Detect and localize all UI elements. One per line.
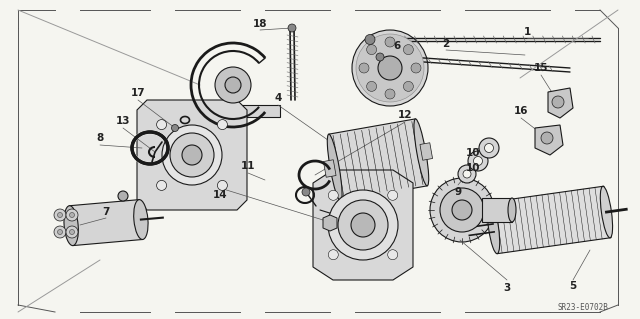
Circle shape bbox=[66, 209, 78, 221]
Circle shape bbox=[215, 67, 251, 103]
Text: 7: 7 bbox=[102, 207, 109, 217]
Circle shape bbox=[328, 190, 398, 260]
Circle shape bbox=[338, 200, 388, 250]
Text: 1: 1 bbox=[524, 27, 531, 37]
Ellipse shape bbox=[327, 134, 342, 201]
Circle shape bbox=[376, 53, 384, 61]
Text: 12: 12 bbox=[397, 110, 412, 120]
Circle shape bbox=[359, 63, 369, 73]
Circle shape bbox=[162, 125, 222, 185]
Polygon shape bbox=[313, 170, 413, 280]
Circle shape bbox=[388, 250, 397, 260]
Ellipse shape bbox=[488, 202, 500, 254]
Ellipse shape bbox=[134, 200, 148, 240]
Circle shape bbox=[170, 133, 214, 177]
Circle shape bbox=[365, 34, 375, 44]
Text: 10: 10 bbox=[466, 148, 480, 158]
Circle shape bbox=[452, 200, 472, 220]
Bar bbox=[69, 200, 143, 246]
Text: 2: 2 bbox=[442, 39, 450, 49]
Text: 14: 14 bbox=[212, 190, 227, 200]
Ellipse shape bbox=[600, 186, 612, 238]
Bar bbox=[329, 119, 428, 201]
Circle shape bbox=[468, 151, 488, 171]
Text: 5: 5 bbox=[570, 281, 577, 291]
Circle shape bbox=[385, 89, 395, 99]
Circle shape bbox=[225, 77, 241, 93]
Circle shape bbox=[474, 157, 483, 166]
Circle shape bbox=[403, 81, 413, 91]
Circle shape bbox=[70, 229, 74, 234]
Text: 13: 13 bbox=[116, 116, 131, 126]
Text: 9: 9 bbox=[454, 187, 461, 197]
Bar bbox=[482, 198, 512, 222]
Polygon shape bbox=[535, 125, 563, 155]
Text: 17: 17 bbox=[131, 88, 145, 98]
Circle shape bbox=[378, 56, 402, 80]
Circle shape bbox=[351, 213, 375, 237]
Text: SR23-E0702B: SR23-E0702B bbox=[557, 303, 608, 313]
Circle shape bbox=[54, 209, 66, 221]
Text: 18: 18 bbox=[253, 19, 268, 29]
Circle shape bbox=[157, 181, 166, 190]
Polygon shape bbox=[323, 215, 337, 231]
Circle shape bbox=[328, 190, 339, 200]
Circle shape bbox=[172, 124, 179, 131]
Circle shape bbox=[54, 226, 66, 238]
Circle shape bbox=[541, 132, 553, 144]
Circle shape bbox=[328, 250, 339, 260]
Polygon shape bbox=[186, 105, 280, 117]
Circle shape bbox=[118, 191, 128, 201]
Circle shape bbox=[367, 45, 376, 55]
Circle shape bbox=[157, 120, 166, 130]
Circle shape bbox=[484, 144, 493, 152]
Circle shape bbox=[385, 37, 395, 47]
Circle shape bbox=[463, 170, 471, 178]
Text: 10: 10 bbox=[466, 163, 480, 173]
Circle shape bbox=[66, 226, 78, 238]
Circle shape bbox=[479, 138, 499, 158]
Circle shape bbox=[58, 212, 63, 218]
Ellipse shape bbox=[508, 198, 516, 222]
Circle shape bbox=[182, 145, 202, 165]
Circle shape bbox=[302, 188, 310, 196]
Circle shape bbox=[218, 120, 227, 130]
Circle shape bbox=[440, 188, 484, 232]
Circle shape bbox=[388, 190, 397, 200]
Polygon shape bbox=[137, 100, 247, 210]
Circle shape bbox=[552, 96, 564, 108]
Text: 6: 6 bbox=[394, 41, 401, 51]
Text: 3: 3 bbox=[504, 283, 511, 293]
Text: 11: 11 bbox=[241, 161, 255, 171]
Ellipse shape bbox=[64, 206, 78, 246]
Circle shape bbox=[430, 178, 494, 242]
Text: 15: 15 bbox=[534, 63, 548, 73]
Bar bbox=[323, 160, 336, 177]
Circle shape bbox=[288, 24, 296, 32]
Circle shape bbox=[356, 34, 424, 102]
Circle shape bbox=[411, 63, 421, 73]
Circle shape bbox=[58, 229, 63, 234]
Ellipse shape bbox=[414, 119, 429, 186]
Circle shape bbox=[218, 181, 227, 190]
Circle shape bbox=[352, 30, 428, 106]
Bar bbox=[490, 186, 611, 254]
Circle shape bbox=[367, 81, 376, 91]
Circle shape bbox=[458, 165, 476, 183]
Bar bbox=[420, 143, 433, 160]
Text: 16: 16 bbox=[514, 106, 528, 116]
Text: 8: 8 bbox=[97, 133, 104, 143]
Circle shape bbox=[403, 45, 413, 55]
Circle shape bbox=[70, 212, 74, 218]
Text: 4: 4 bbox=[275, 93, 282, 103]
Polygon shape bbox=[548, 88, 573, 118]
